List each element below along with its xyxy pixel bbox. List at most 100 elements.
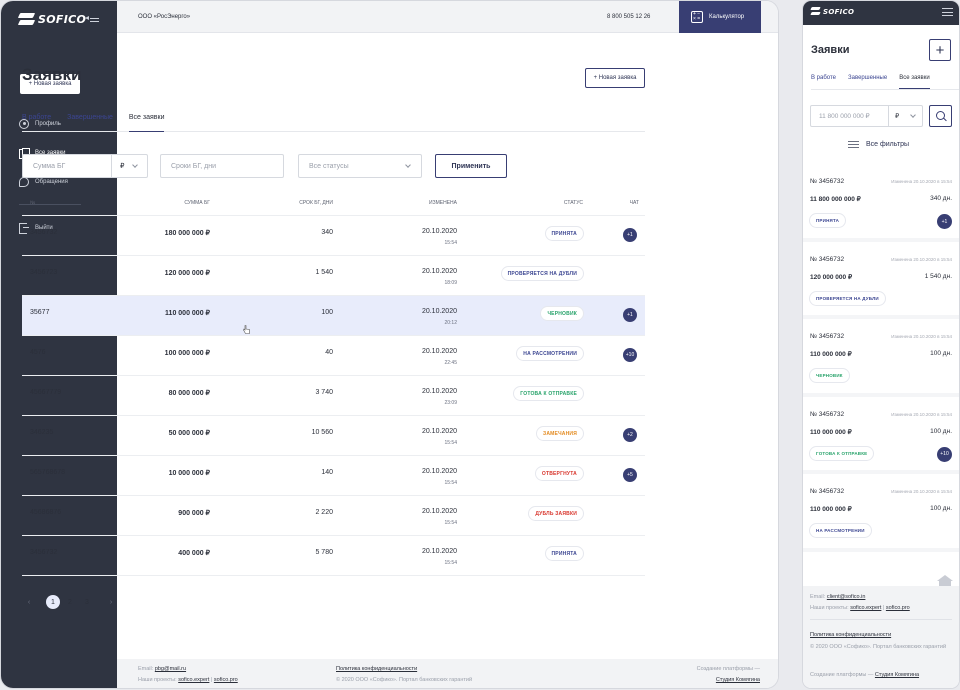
- divider: [888, 106, 889, 126]
- table-row[interactable]: 346235 50 000 000 ₽ 10 560 20.10.2020 15:54 З…: [22, 416, 645, 456]
- all-filters-button[interactable]: Все фильтры: [848, 140, 909, 149]
- project-link-pro[interactable]: sofico.pro: [885, 605, 910, 611]
- column-header-chat: Чат: [629, 200, 639, 206]
- guarantee-sum: 120 000 000 ₽: [164, 270, 210, 277]
- column-header-status[interactable]: Статус: [563, 200, 583, 206]
- table-row[interactable]: 3456723 120 000 000 ₽ 1 540 20.10.2020 18:09…: [22, 256, 645, 296]
- next-page-button[interactable]: ›: [109, 598, 113, 606]
- search-button[interactable]: [929, 105, 952, 127]
- list-item[interactable]: № 3456732 Изменена 20.10.2020 в 15:54 11 8…: [803, 164, 959, 238]
- column-header-changed[interactable]: Изменена: [428, 200, 457, 206]
- footer-email-link[interactable]: pbg@mail.ru: [154, 666, 187, 672]
- chat-counter-badge[interactable]: +5: [623, 468, 637, 482]
- table-row[interactable]: 3456732 400 000 ₽ 5 780 20.10.2020 15:54 ПРИН…: [22, 536, 645, 576]
- mobile-tabs: В работе Завершенные Все заявки: [811, 75, 959, 90]
- column-header-term[interactable]: Срок БГ, дни: [299, 200, 333, 206]
- logo-text: SOFICO: [38, 12, 87, 26]
- logo[interactable]: SOFICO: [19, 11, 86, 27]
- studio-link[interactable]: Студия Комягина: [715, 677, 760, 683]
- chat-counter-badge[interactable]: +1: [623, 308, 637, 322]
- sidebar-item-label: Профиль: [35, 120, 61, 127]
- mobile-sum-placeholder: 11 800 000 000 ₽: [819, 113, 870, 120]
- privacy-policy-link[interactable]: Политика конфиденциальности: [336, 666, 418, 672]
- collapse-menu-icon[interactable]: [85, 13, 99, 23]
- sidebar: SOFICO + Новая заявка Профиль Все заявки…: [1, 1, 117, 688]
- tab-in-progress[interactable]: В работе: [22, 114, 52, 121]
- chat-counter-badge[interactable]: +10: [623, 348, 637, 362]
- guarantee-term: 40: [325, 349, 333, 356]
- guarantee-term: 340 дн.: [930, 195, 952, 202]
- home-icon[interactable]: [936, 574, 954, 588]
- studio-link[interactable]: Студия Комягина: [874, 672, 920, 678]
- guarantee-sum: 110 000 000 ₽: [810, 351, 852, 358]
- chat-counter-badge[interactable]: +10: [937, 446, 952, 462]
- tab-completed[interactable]: Завершенные: [67, 114, 113, 121]
- sidebar-item-profile[interactable]: Профиль: [19, 117, 99, 130]
- page-title: Заявки: [22, 65, 82, 84]
- mobile-add-application-button[interactable]: +: [929, 39, 951, 61]
- mobile-sum-input[interactable]: 11 800 000 000 ₽ ₽: [810, 105, 923, 127]
- project-link-expert[interactable]: sofico.expert: [178, 677, 210, 683]
- tab-all-applications[interactable]: Все заявки: [128, 114, 165, 132]
- application-number: № 3456732: [810, 333, 845, 340]
- page-1-button[interactable]: 1: [46, 595, 60, 609]
- guarantee-term: 2 220: [315, 509, 333, 516]
- changed-date: 20.10.2020: [421, 508, 457, 515]
- column-header-sum[interactable]: Сумма БГ: [184, 200, 210, 206]
- privacy-policy-link[interactable]: Политика конфиденциальности: [810, 632, 892, 638]
- currency-select[interactable]: ₽: [120, 163, 125, 170]
- chat-counter-badge[interactable]: +1: [623, 228, 637, 242]
- new-application-button[interactable]: + Новая заявка: [585, 68, 645, 88]
- project-link-pro[interactable]: sofico.pro: [213, 677, 238, 683]
- changed-at: Изменена 20.10.2020 в 15:54: [891, 489, 952, 494]
- application-number: № 3456732: [810, 410, 845, 418]
- footer-email-link[interactable]: client@sofico.in: [826, 594, 866, 600]
- status-badge: ЧЕРНОВИК: [541, 307, 583, 320]
- table-row[interactable]: 35677 110 000 000 ₽ 100 20.10.2020 20:12 ЧЕРН…: [22, 296, 645, 336]
- term-filter-input[interactable]: Сроки БГ, дни: [160, 154, 284, 178]
- project-link-expert[interactable]: sofico.expert: [850, 605, 882, 611]
- table-row[interactable]: 3456732 180 000 000 ₽ 340 20.10.2020 15:54 ПР…: [22, 216, 645, 256]
- table-row[interactable]: 45686876 900 000 ₽ 2 220 20.10.2020 15:54 ДУБ…: [22, 496, 645, 536]
- footer-email-label: Email:: [138, 666, 155, 672]
- prev-page-button[interactable]: ‹: [27, 598, 31, 606]
- changed-date: 20.10.2020: [421, 428, 457, 435]
- logo-text: SOFICO: [823, 7, 855, 16]
- changed-time: 20:12: [444, 320, 457, 326]
- guarantee-sum: 110 000 000 ₽: [810, 506, 852, 513]
- sidebar-new-application-button[interactable]: + Новая заявка: [20, 74, 80, 94]
- footer-made-by: Создание платформы — Студия Комягина: [810, 672, 919, 678]
- table-row[interactable]: 45667779 80 000 000 ₽ 3 740 20.10.2020 23:09…: [22, 376, 645, 416]
- mobile-logo[interactable]: SOFICO: [811, 7, 854, 16]
- tabs: В работе Завершенные Все заявки: [22, 114, 645, 132]
- page-3-button[interactable]: 3: [85, 598, 89, 606]
- sidebar-item-logout[interactable]: Выйти: [19, 221, 99, 234]
- table-row[interactable]: 4576 100 000 000 ₽ 40 20.10.2020 22:45 НА РАС…: [22, 336, 645, 376]
- status-filter-select[interactable]: Все статусы: [298, 154, 422, 178]
- changed-time: 15:54: [444, 480, 457, 486]
- sum-filter-placeholder: Сумма БГ: [33, 162, 66, 170]
- hand-cursor-icon: [243, 325, 250, 334]
- list-item[interactable]: № 3456732 Изменена 20.10.2020 в 15:54 120 …: [803, 241, 959, 315]
- list-item[interactable]: № 3456732 Изменена 20.10.2020 в 15:54 110 …: [803, 319, 959, 393]
- status-badge: ПРОВЕРЯЕТСЯ НА ДУБЛИ: [810, 291, 885, 305]
- list-item[interactable]: № 3456732 Изменена 20.10.2020 в 15:54 110 …: [803, 396, 959, 470]
- tab-all-applications[interactable]: Все заявки: [899, 75, 930, 89]
- support-phone[interactable]: 8 800 505 12 26: [607, 14, 651, 20]
- chat-counter-badge[interactable]: +1: [937, 214, 952, 229]
- page-2-button[interactable]: 2: [68, 598, 72, 606]
- tab-completed[interactable]: Завершенные: [848, 75, 888, 81]
- currency-select[interactable]: ₽: [895, 113, 900, 120]
- chat-counter-badge[interactable]: +2: [623, 428, 637, 442]
- menu-icon[interactable]: [942, 8, 953, 16]
- footer-separator: |: [209, 677, 214, 683]
- list-item[interactable]: № 3456732 Изменена 20.10.2020 в 15:54 110 …: [803, 474, 959, 548]
- footer-email: Email: pbg@mail.ru: [138, 666, 186, 672]
- calculator-button[interactable]: Калькулятор: [679, 1, 761, 33]
- apply-filters-button[interactable]: Применить: [435, 154, 507, 178]
- copyright: © 2020 ООО «Софико». Портал банковских г…: [336, 677, 473, 683]
- guarantee-sum: 80 000 000 ₽: [168, 390, 210, 397]
- table-row[interactable]: 565768678 10 000 000 ₽ 140 20.10.2020 15:54 О…: [22, 456, 645, 496]
- tab-in-progress[interactable]: В работе: [811, 75, 837, 81]
- sum-filter-input[interactable]: Сумма БГ ₽: [22, 154, 148, 178]
